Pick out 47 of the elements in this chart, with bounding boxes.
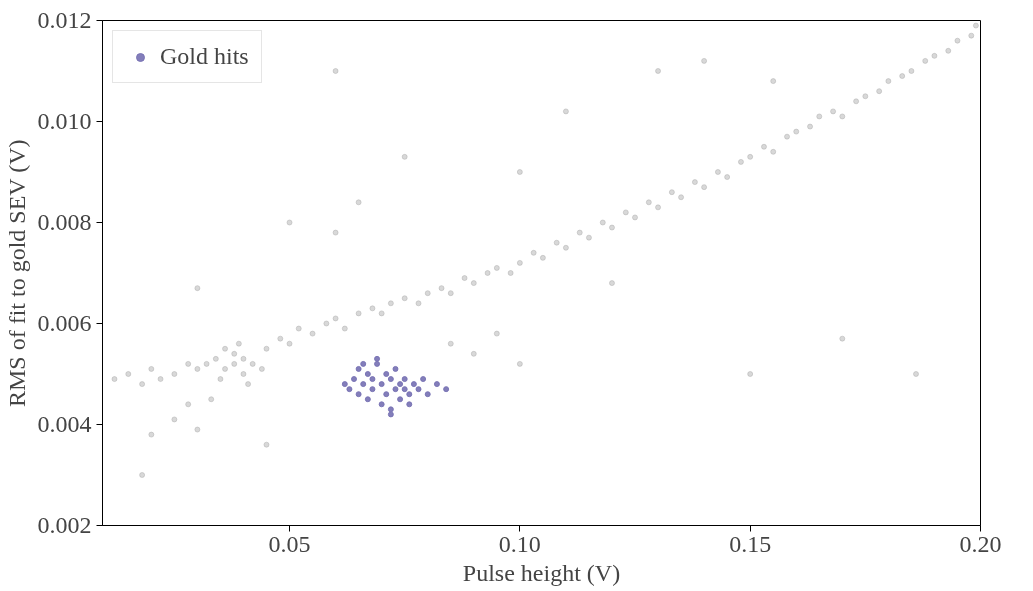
point bbox=[443, 386, 450, 393]
point bbox=[378, 401, 385, 408]
point bbox=[392, 365, 399, 372]
point bbox=[387, 376, 394, 383]
point bbox=[364, 396, 371, 403]
x-tick-label: 0.05 bbox=[268, 530, 311, 557]
point bbox=[374, 360, 381, 367]
legend-label: Gold hits bbox=[160, 43, 249, 70]
x-tick-label: 0.20 bbox=[959, 530, 1002, 557]
y-tick-label: 0.004 bbox=[37, 411, 92, 437]
point bbox=[424, 391, 431, 398]
x-tick-label: 0.15 bbox=[729, 530, 772, 557]
point bbox=[369, 376, 376, 383]
y-axis-title: RMS of fit to gold SEV (V) bbox=[3, 139, 30, 407]
y-tick-label: 0.010 bbox=[37, 108, 92, 134]
y-tick-label: 0.006 bbox=[37, 310, 92, 336]
point bbox=[383, 371, 390, 377]
point bbox=[374, 355, 381, 362]
point bbox=[387, 406, 394, 413]
point bbox=[355, 391, 362, 398]
point bbox=[351, 376, 358, 383]
point bbox=[360, 381, 367, 388]
point bbox=[378, 381, 385, 388]
point bbox=[410, 381, 417, 388]
point bbox=[397, 381, 404, 388]
y-tick-label: 0.008 bbox=[37, 209, 92, 235]
x-tick-label: 0.10 bbox=[498, 530, 541, 557]
point bbox=[387, 411, 394, 418]
y-tick-label: 0.012 bbox=[37, 7, 92, 33]
point bbox=[369, 386, 376, 393]
point bbox=[397, 396, 404, 403]
point bbox=[406, 401, 413, 408]
point bbox=[383, 391, 390, 398]
point bbox=[364, 371, 371, 377]
point bbox=[355, 365, 362, 372]
point bbox=[401, 376, 408, 383]
y-tick-label: 0.002 bbox=[37, 512, 92, 538]
point bbox=[415, 386, 422, 393]
point bbox=[433, 381, 440, 388]
point bbox=[401, 386, 408, 393]
point bbox=[346, 386, 353, 393]
point bbox=[420, 376, 427, 383]
point bbox=[392, 386, 399, 393]
point bbox=[360, 360, 367, 367]
x-axis-title: Pulse height (V) bbox=[462, 559, 621, 586]
point bbox=[341, 381, 348, 388]
point bbox=[406, 391, 413, 398]
